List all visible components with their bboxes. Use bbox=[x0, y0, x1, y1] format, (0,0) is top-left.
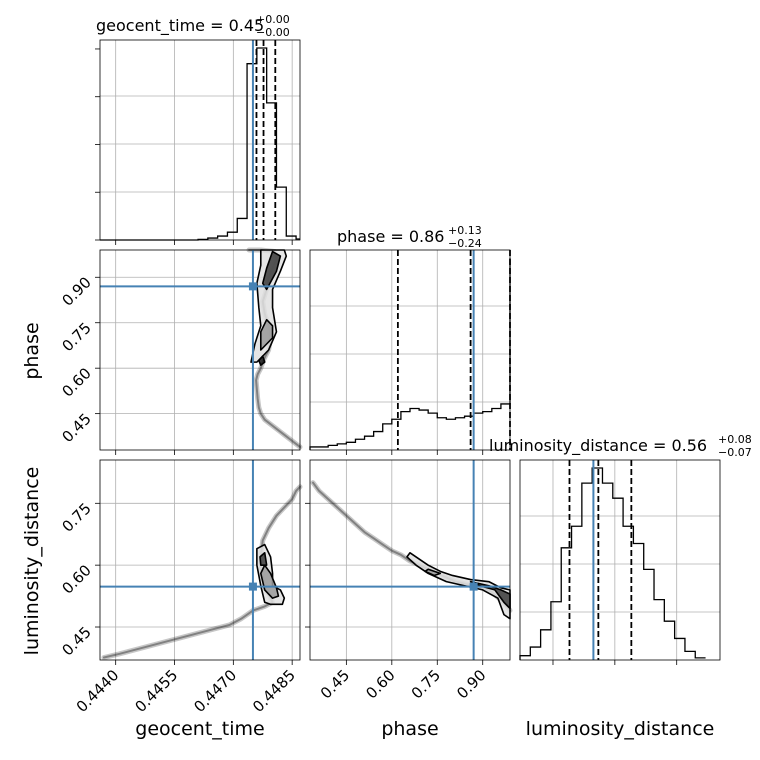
title-geocent-time: geocent_time = 0.45 +0.00 −0.00 bbox=[96, 13, 290, 39]
y-axis-label-phase: phase bbox=[21, 322, 43, 379]
title-luminosity-distance-main: luminosity_distance = 0.56 bbox=[489, 436, 707, 456]
title-geocent-time-minus: −0.00 bbox=[256, 26, 290, 39]
scatter-luminosity-distance-vs-geocent-time-contour bbox=[259, 551, 268, 566]
hist-phase-frame bbox=[309, 249, 511, 451]
scatter-phase-vs-geocent-time-contour bbox=[258, 355, 266, 366]
hist-geocent-time-frame bbox=[99, 39, 301, 241]
x-axis-label-geocent-time: geocent_time bbox=[135, 718, 264, 740]
title-phase: phase = 0.86 +0.13 −0.24 bbox=[337, 224, 482, 250]
title-phase-plus: +0.13 bbox=[448, 224, 482, 237]
scatter-phase-vs-geocent-time-contour bbox=[259, 318, 274, 351]
panel-phase-vs-geocent-time: 0.450.600.750.90 bbox=[58, 247, 303, 455]
hist-luminosity-distance-frame bbox=[519, 459, 721, 661]
hist-luminosity-distance-step bbox=[519, 467, 706, 660]
scatter-luminosity-distance-vs-geocent-time-contour bbox=[259, 564, 280, 599]
panel-geocent-time-histogram bbox=[95, 39, 301, 245]
title-luminosity-distance-plus: +0.08 bbox=[718, 433, 752, 446]
panel-phase-histogram bbox=[309, 249, 511, 455]
x-axis-label-phase: phase bbox=[381, 718, 438, 740]
scatter-luminosity-distance-vs-phase-contour bbox=[424, 568, 442, 577]
scatter-phase-vs-geocent-time-truth-marker bbox=[248, 282, 257, 291]
panel-luminosity-distance-histogram bbox=[519, 459, 721, 665]
title-luminosity-distance: luminosity_distance = 0.56 +0.08 −0.07 bbox=[489, 433, 752, 459]
scatter-luminosity-distance-vs-phase-frame bbox=[309, 459, 511, 661]
title-geocent-time-plus: +0.00 bbox=[256, 13, 290, 26]
scatter-luminosity-distance-vs-phase-truth-marker bbox=[469, 582, 478, 591]
title-geocent-time-main: geocent_time = 0.45 bbox=[96, 16, 264, 36]
title-luminosity-distance-minus: −0.07 bbox=[718, 446, 752, 459]
scatter-luminosity-distance-vs-geocent-time-truth-marker bbox=[248, 582, 257, 591]
y-axis-label-luminosity-distance: luminosity_distance bbox=[21, 467, 43, 656]
x-axis-label-luminosity-distance: luminosity_distance bbox=[526, 718, 715, 740]
hist-phase-step bbox=[309, 258, 511, 450]
scatter-phase-vs-geocent-time-frame bbox=[99, 249, 301, 451]
scatter-luminosity-distance-vs-geocent-time-frame bbox=[99, 459, 301, 661]
scatter-phase-vs-geocent-time-contour bbox=[261, 250, 282, 291]
title-phase-minus: −0.24 bbox=[448, 237, 482, 250]
title-phase-main: phase = 0.86 bbox=[337, 227, 444, 246]
